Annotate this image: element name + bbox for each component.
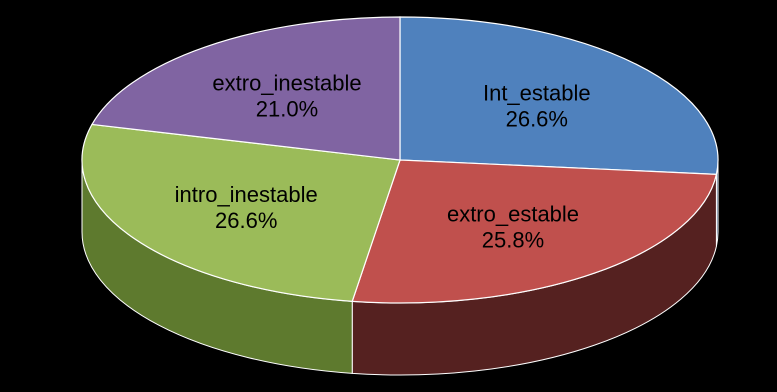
pie-slice-int-estable [399,16,719,175]
pie-slice-intro-inestable [81,123,401,303]
pie-slice-extro-estable [351,159,718,304]
pie-tops [81,16,719,304]
slice-label-intro-inestable: intro_inestable [175,182,318,207]
slice-value-intro-inestable: 26.6% [215,208,277,233]
slice-value-extro-inestable: 21.0% [256,97,318,122]
slice-value-int-estable: 26.6% [506,106,568,131]
slice-label-extro-inestable: extro_inestable [212,71,361,96]
pie-slice-extro-inestable [91,16,401,161]
slice-value-extro-estable: 25.8% [482,228,544,253]
pie-labels: Int_estable26.6%extro_estable25.8%intro_… [175,71,591,253]
slice-label-extro-estable: extro_estable [447,202,579,227]
slice-label-int-estable: Int_estable [483,80,591,105]
